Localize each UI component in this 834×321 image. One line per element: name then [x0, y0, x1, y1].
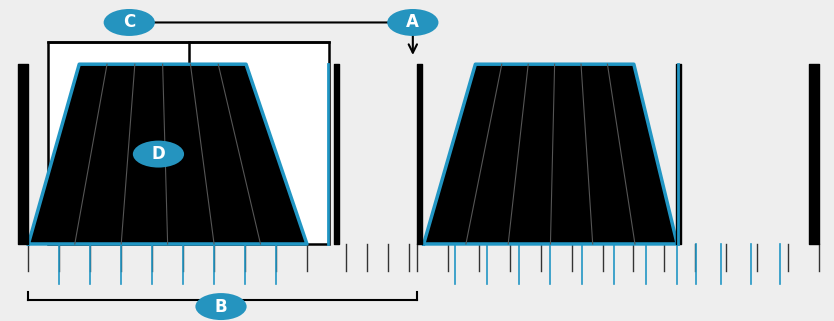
Ellipse shape — [195, 293, 247, 320]
Polygon shape — [424, 64, 677, 244]
Polygon shape — [48, 42, 329, 244]
Ellipse shape — [133, 141, 184, 168]
Ellipse shape — [103, 9, 155, 36]
Text: C: C — [123, 13, 135, 31]
Polygon shape — [28, 64, 307, 244]
Text: A: A — [406, 13, 420, 31]
Text: B: B — [214, 298, 228, 316]
Text: D: D — [152, 145, 165, 163]
Ellipse shape — [387, 9, 439, 36]
